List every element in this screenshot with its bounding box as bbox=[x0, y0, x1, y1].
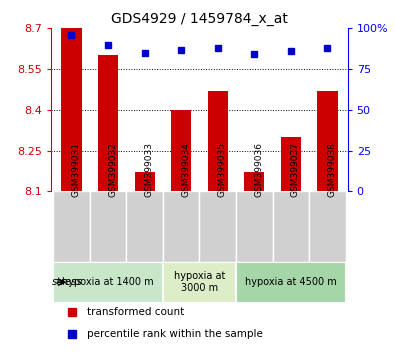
Text: stress: stress bbox=[52, 277, 83, 287]
Text: GSM399033: GSM399033 bbox=[145, 142, 154, 197]
Bar bbox=[281, 137, 301, 191]
Bar bbox=[90, 191, 126, 262]
Text: transformed count: transformed count bbox=[87, 307, 184, 316]
Text: GSM399037: GSM399037 bbox=[291, 142, 300, 197]
Text: GSM399038: GSM399038 bbox=[327, 142, 337, 197]
Bar bbox=[236, 262, 346, 303]
Text: GSM399032: GSM399032 bbox=[108, 142, 117, 197]
Bar bbox=[53, 262, 163, 303]
Title: GDS4929 / 1459784_x_at: GDS4929 / 1459784_x_at bbox=[111, 12, 288, 26]
Bar bbox=[163, 262, 236, 303]
Bar bbox=[244, 172, 264, 191]
Text: GSM399031: GSM399031 bbox=[71, 142, 81, 197]
Bar bbox=[98, 56, 118, 191]
Text: GSM399036: GSM399036 bbox=[254, 142, 263, 197]
Bar bbox=[318, 91, 338, 191]
Bar bbox=[309, 191, 346, 262]
Bar bbox=[199, 191, 236, 262]
Bar bbox=[163, 191, 199, 262]
Bar bbox=[61, 28, 81, 191]
Text: GSM399035: GSM399035 bbox=[218, 142, 227, 197]
Text: GSM399034: GSM399034 bbox=[181, 142, 190, 197]
Bar bbox=[208, 91, 228, 191]
Text: hypoxia at 4500 m: hypoxia at 4500 m bbox=[245, 277, 337, 287]
Bar bbox=[53, 191, 90, 262]
Text: percentile rank within the sample: percentile rank within the sample bbox=[87, 330, 263, 339]
Bar bbox=[135, 172, 155, 191]
Bar bbox=[236, 191, 273, 262]
Text: hypoxia at 1400 m: hypoxia at 1400 m bbox=[62, 277, 154, 287]
Text: hypoxia at
3000 m: hypoxia at 3000 m bbox=[174, 272, 225, 293]
Bar bbox=[126, 191, 163, 262]
Bar bbox=[273, 191, 309, 262]
Bar bbox=[171, 110, 191, 191]
